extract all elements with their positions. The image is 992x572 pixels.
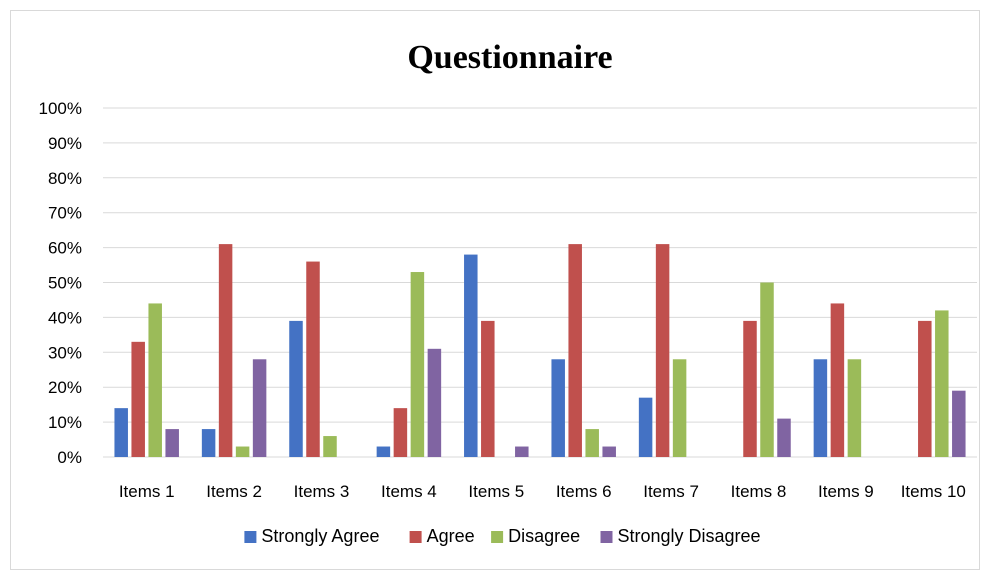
legend-swatch: [600, 531, 613, 543]
bar-strongly-disagree-items-6: [602, 446, 616, 457]
legend-label: Disagree: [508, 526, 580, 546]
bar-disagree-items-10: [935, 310, 949, 457]
bar-disagree-items-8: [760, 282, 774, 457]
bar-strongly-disagree-items-8: [777, 418, 791, 457]
y-tick-label: 0%: [57, 448, 82, 467]
legend-swatch: [244, 531, 257, 543]
legend-label: Strongly Agree: [261, 526, 379, 546]
bar-agree-items-4: [393, 408, 408, 457]
y-axis-tick-labels: 0% 10% 20% 30% 40% 50% 60% 70% 80% 90% 100%: [39, 99, 82, 467]
bar-disagree-items-9: [847, 359, 862, 457]
bar-agree-items-3: [306, 261, 320, 457]
bar-strongly-agree-items-9: [813, 359, 828, 457]
x-tick-label: Items 1: [119, 482, 175, 501]
bar-strongly-agree-items-5: [464, 254, 478, 457]
bar-disagree-items-3: [323, 436, 337, 457]
x-tick-label: Items 8: [731, 482, 787, 501]
y-tick-label: 10%: [48, 413, 82, 432]
y-tick-label: 70%: [48, 204, 82, 223]
chart-frame: [10, 10, 980, 570]
gridlines: [103, 107, 977, 458]
bar-agree-items-10: [918, 320, 932, 457]
bar-strongly-agree-items-6: [551, 359, 565, 457]
bar-strongly-disagree-items-4: [427, 348, 442, 457]
legend-swatch: [409, 531, 422, 543]
bar-disagree-items-7: [672, 359, 687, 457]
x-tick-label: Items 2: [206, 482, 262, 501]
x-tick-label: Items 6: [556, 482, 612, 501]
x-tick-label: Items 10: [901, 482, 966, 501]
bar-strongly-disagree-items-10: [952, 390, 966, 457]
bar-disagree-items-6: [585, 429, 599, 457]
bar-disagree-items-1: [148, 303, 162, 457]
x-axis-tick-labels: Items 1 Items 2 Items 3 Items 4 Items 5 Items…: [119, 482, 966, 501]
bar-agree-items-6: [568, 244, 582, 457]
bar-strongly-disagree-items-1: [165, 429, 179, 457]
x-tick-label: Items 9: [818, 482, 874, 501]
x-tick-label: Items 5: [468, 482, 524, 501]
chart-title: Questionnaire: [407, 39, 612, 76]
legend: Strongly Agree Agree Disagree Strongly Disa…: [244, 526, 761, 546]
bar-agree-items-2: [218, 244, 233, 457]
legend-swatch: [491, 531, 504, 543]
x-tick-label: Items 3: [294, 482, 350, 501]
bar-strongly-agree-items-1: [114, 408, 128, 457]
y-tick-label: 30%: [48, 343, 82, 362]
y-tick-label: 20%: [48, 378, 82, 397]
bar-agree-items-1: [131, 341, 145, 457]
y-tick-label: 100%: [39, 99, 82, 118]
bar-strongly-agree-items-3: [289, 320, 303, 457]
bar-disagree-items-2: [235, 446, 250, 457]
bar-agree-items-5: [481, 320, 495, 457]
bar-strongly-agree-items-7: [638, 397, 653, 457]
legend-label: Agree: [427, 526, 475, 546]
y-tick-label: 50%: [48, 274, 82, 293]
x-tick-label: Items 7: [643, 482, 699, 501]
bar-strongly-disagree-items-2: [252, 359, 267, 457]
x-tick-label: Items 4: [381, 482, 437, 501]
bar-strongly-disagree-items-5: [515, 446, 529, 457]
bar-disagree-items-4: [410, 272, 425, 457]
y-tick-label: 80%: [48, 169, 82, 188]
y-tick-label: 60%: [48, 239, 82, 258]
bar-agree-items-8: [743, 320, 757, 457]
bar-agree-items-9: [830, 303, 845, 457]
bars: [114, 244, 966, 457]
bar-strongly-agree-items-4: [376, 446, 391, 457]
bar-strongly-agree-items-2: [201, 429, 216, 457]
y-tick-label: 40%: [48, 308, 82, 327]
bar-agree-items-7: [655, 244, 670, 457]
legend-label: Strongly Disagree: [618, 526, 761, 546]
y-tick-label: 90%: [48, 134, 82, 153]
